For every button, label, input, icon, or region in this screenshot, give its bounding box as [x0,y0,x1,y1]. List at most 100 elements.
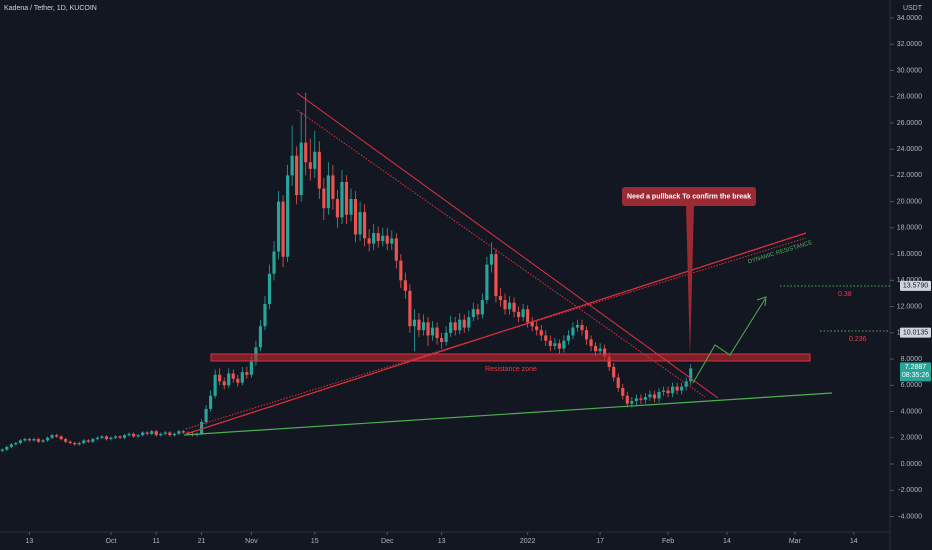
candle-body [295,155,299,196]
candle-body [109,437,113,440]
x-tick-label: Oct [106,538,117,545]
candle-body [104,436,109,440]
candle-body [680,386,684,391]
last-price-box [900,362,931,382]
candle-body [566,335,571,341]
y-tick-label: 30.0000 [897,67,922,74]
x-tick-label: 14 [850,538,858,545]
y-tick-label: 4.0000 [901,408,923,415]
candle-body [580,324,584,331]
candle-body [385,235,389,244]
candle-body [589,339,593,346]
candle-body [181,431,186,433]
y-tick-label: 32.0000 [897,41,922,48]
arrow-head [756,296,767,307]
candle-body [594,345,598,352]
candle-body [535,326,539,331]
candle-body [313,151,317,169]
currency: USDT [903,5,923,12]
y-tick-label: 20.0000 [897,198,922,205]
candle-body [634,398,638,402]
y-tick-label: 16.0000 [897,251,922,258]
candle-body [476,309,480,315]
candle-body [661,390,666,392]
candle-body [421,322,426,331]
x-tick-label: Dec [381,538,394,545]
candle-body [408,290,412,327]
candle-body [562,340,566,349]
candle-body [467,317,471,328]
candle-body [417,319,421,331]
candle-body [23,439,27,441]
candle-body [449,322,453,333]
x-tick-label: 11 [153,538,160,545]
candle-body [286,175,290,257]
candle-body [349,199,353,215]
y-tick-label: -2.0000 [898,487,922,494]
candle-body [607,356,611,367]
candle-body [18,440,22,444]
callout-text: Need a pullback To confirm the break [627,193,751,200]
support-line [183,392,833,436]
candle-body [213,374,217,396]
x-tick-label: 13 [438,538,446,545]
candle-body [141,432,145,436]
y-tick-label: 6.0000 [901,382,923,389]
candle-body [648,394,652,398]
candle-body [517,311,521,318]
candle-body [36,439,41,442]
candles [0,92,693,453]
candle-body [86,440,90,442]
candle-body [136,435,140,437]
price-label: 10.0135 [903,329,928,336]
candle-body [657,391,661,399]
candle-body [530,322,534,327]
candle-body [199,422,204,434]
candle-body [426,322,430,336]
candle-body [240,372,244,383]
candle-body [218,374,222,382]
callout-pointer [686,205,694,358]
candle-body [675,386,679,391]
zone-label: Resistance zone [485,366,537,373]
candle-body [612,366,616,378]
candle-body [412,319,417,327]
candle-body [344,181,349,215]
candle-body [163,432,167,434]
candle-body [625,395,629,404]
x-tick-label: Feb [662,538,674,545]
candle-body [290,155,294,176]
candle-body [227,373,231,386]
candle-body [45,437,50,441]
candle-body [276,201,281,252]
candle-body [512,302,516,312]
candle-body [403,280,407,291]
candle-body [263,303,267,327]
candle-body [471,309,475,318]
candle-body [363,212,367,239]
candle-body [376,233,380,241]
y-tick-label: 24.0000 [897,146,922,153]
candle-body [684,381,688,387]
last-price: 7.2887 [905,364,927,371]
candle-body [544,335,548,341]
x-tick-label: 2022 [520,538,536,545]
candle-body [258,326,263,348]
candle-body [430,327,435,336]
countdown: 08:35:26 [902,372,929,379]
candle-body [462,319,466,328]
candle-body [372,233,376,244]
candle-body [494,254,498,297]
y-tick-label: 14.0000 [897,277,922,284]
candle-body [249,361,253,375]
price-label-box [900,327,931,338]
candle-body [358,212,362,235]
trend-line [296,92,719,399]
candle-body [652,394,657,399]
candle-body [394,238,398,261]
candle-body [0,449,4,451]
candle-body [526,309,530,323]
y-tick-label: 34.0000 [897,15,922,22]
